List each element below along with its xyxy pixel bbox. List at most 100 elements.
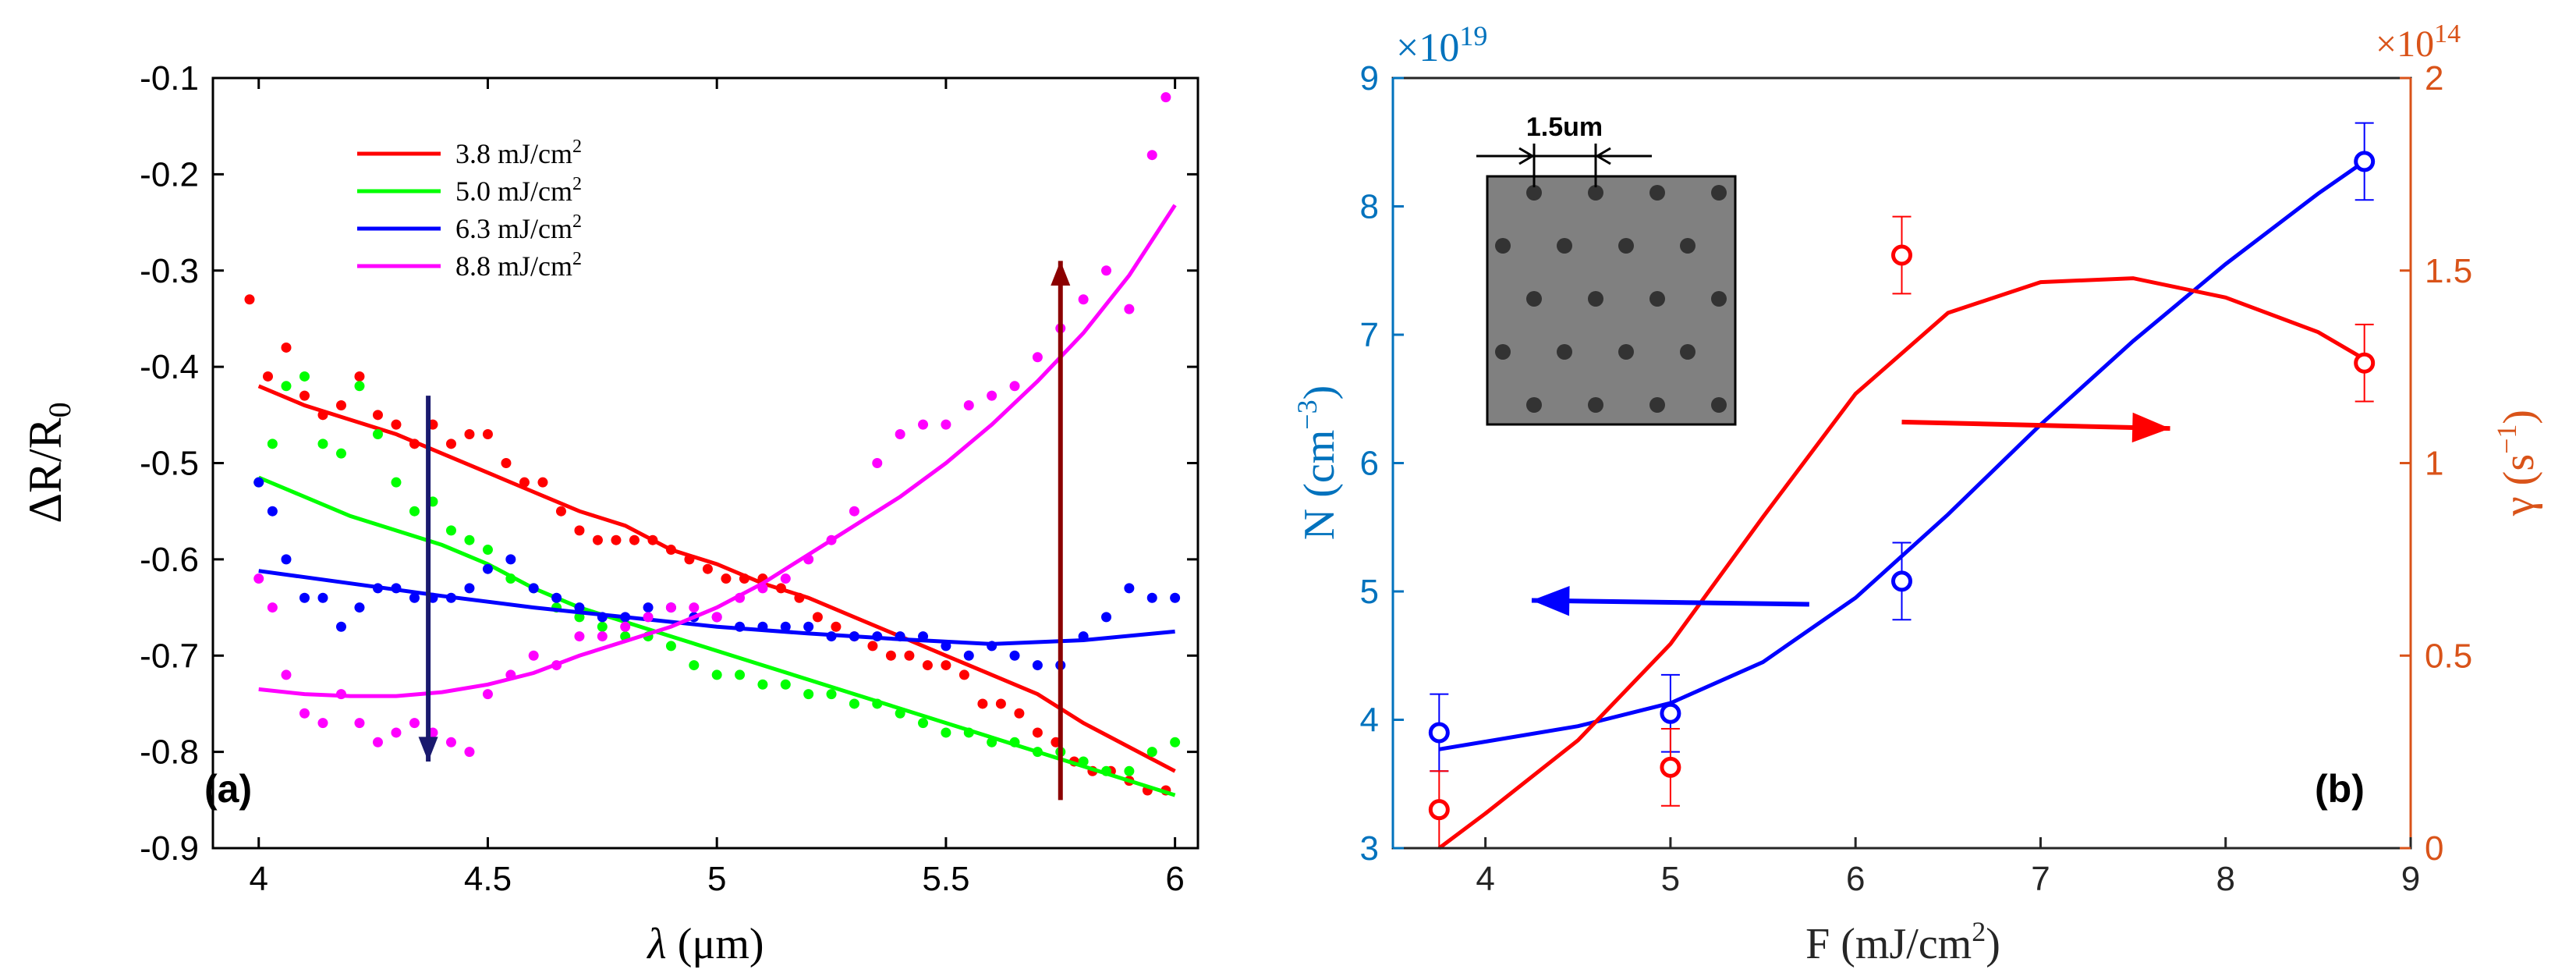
panel-a-series-0-point <box>372 410 383 421</box>
panel-a-series-1-point <box>757 679 768 690</box>
panel-a-series-3-point <box>1032 352 1043 363</box>
inset-square <box>1486 175 1737 426</box>
panel-b-left-y-tick-label: 8 <box>1360 188 1379 226</box>
panel-b-left-y-tick-label: 7 <box>1360 316 1379 354</box>
panel-a-chart: 4 4.5 5 5.5 6 -0.9 -0.8 -0.7 -0.6 -0.5 -0.4 -0.3 -0.… <box>19 59 1199 968</box>
panel-a-legend: 3.8 mJ/cm2 5.0 mJ/cm2 6.3 mJ/cm2 8.8 mJ/cm2 <box>357 137 582 282</box>
panel-a-series-3-point <box>391 727 402 738</box>
panel-a-series-1-point <box>689 660 700 671</box>
panel-a-series-2-point <box>963 650 974 661</box>
panel-a-series-2-point <box>354 602 365 613</box>
panel-a-series-2-point <box>253 477 264 488</box>
panel-a-series-3-point <box>987 390 997 401</box>
panel-a-series-3-point <box>597 631 608 642</box>
panel-b-data-point <box>2354 352 2376 374</box>
panel-b-arrows <box>1531 412 2170 616</box>
panel-a-series-0-point <box>482 428 493 439</box>
panel-a-series-3-point <box>317 718 328 729</box>
panel-a-series-1-point <box>372 428 383 439</box>
panel-a-series-3-point <box>372 737 383 747</box>
panel-a-series-1-point <box>1124 765 1135 776</box>
panel-a-series-3-point <box>780 573 791 584</box>
panel-a-series-3-point <box>354 718 365 729</box>
inset-hole <box>1526 185 1542 201</box>
panel-a-series-0-point <box>1032 727 1043 738</box>
panel-b-arrow-0-head <box>1531 586 1570 616</box>
panel-a-series-3-point <box>665 602 676 613</box>
panel-b-data-point <box>1891 570 1912 592</box>
inset-hole <box>1711 291 1727 307</box>
legend-label-2: 6.3 mJ/cm2 <box>455 211 582 244</box>
panel-a-series-1-point <box>299 371 310 382</box>
panel-a-series-0-point <box>904 650 915 661</box>
panel-a-x-tick-label: 4.5 <box>464 860 512 898</box>
inset-hole <box>1557 238 1572 254</box>
panel-a-series-3-point <box>1009 381 1020 392</box>
inset-hole-array <box>1495 185 1727 413</box>
panel-b-data-point <box>2354 151 2376 172</box>
panel-a-series-1-point <box>267 439 278 449</box>
panel-a-series-3-point <box>253 573 264 584</box>
panel-a-series-0-point <box>721 573 732 584</box>
inset-hole <box>1495 344 1511 360</box>
panel-a-series-0-point <box>335 399 346 410</box>
panel-a-series-3-point <box>267 602 278 613</box>
panel-a-series-3-point <box>1124 304 1135 314</box>
panel-a-series-0-point <box>867 641 878 652</box>
panel-a-arrows <box>418 261 1071 801</box>
panel-a-series-0-point <box>702 563 713 574</box>
panel-a-series-3-point <box>941 419 951 430</box>
panel-a-series-0-point <box>958 669 969 680</box>
panel-b-data-point <box>1428 722 1450 744</box>
panel-b-left-y-tick-label: 5 <box>1360 573 1379 611</box>
legend-label-1: 5.0 mJ/cm2 <box>455 174 582 207</box>
panel-b-x-axis-label: F (mJ/cm2) <box>1805 916 2000 968</box>
panel-a-series-0-point <box>391 419 402 430</box>
panel-a-series-3-point <box>574 631 585 642</box>
panel-a-series-3-point <box>482 689 493 700</box>
panel-a-series-2-point <box>1101 612 1112 623</box>
panel-a-series-2-point <box>409 592 420 603</box>
panel-a-series-3-point <box>1146 150 1157 161</box>
panel-a-y-tick-label: -0.7 <box>140 637 199 675</box>
panel-a-plot-frame <box>211 76 1199 850</box>
panel-a-x-tick-label: 5.5 <box>922 860 969 898</box>
panel-a-series-1-point <box>918 718 929 729</box>
panel-a-series-3-point <box>872 458 883 468</box>
panel-b-data-point <box>1660 756 1681 778</box>
panel-a-series-3-point <box>281 669 292 680</box>
panel-b-left-y-tick-label: 4 <box>1360 701 1379 740</box>
inset-hole <box>1618 238 1634 254</box>
panel-a-y-tick-label: -0.1 <box>140 59 199 98</box>
inset-hole <box>1588 185 1603 201</box>
panel-a-y-tick-label: -0.6 <box>140 541 199 579</box>
inset-hole <box>1711 185 1727 201</box>
panel-a-series-2-point <box>780 621 791 632</box>
panel-a-series-2-point <box>1009 650 1020 661</box>
panel-a-series-0-point <box>941 660 951 671</box>
panel-b-right-y-tick-label: 0 <box>2425 829 2443 868</box>
panel-a-series-0-point <box>555 506 566 517</box>
panel-a-series-0-point <box>501 458 512 468</box>
panel-b-x-tick-label: 7 <box>2031 860 2050 898</box>
panel-a-series-3-point <box>445 737 456 747</box>
panel-a-series-1-point <box>803 689 814 700</box>
panel-b-data-point <box>1428 799 1450 821</box>
panel-a-series-3-point <box>849 506 859 517</box>
panel-b-label: (b) <box>2315 767 2365 811</box>
panel-a-series-0-point <box>574 525 585 536</box>
panel-b-series-right-fit-line <box>1437 276 2365 850</box>
panel-a-series-0-point <box>629 534 640 545</box>
panel-a-series-0-point <box>299 390 310 401</box>
inset-hole <box>1649 291 1665 307</box>
panel-a-series-0-point <box>611 534 622 545</box>
panel-a-label: (a) <box>204 767 252 811</box>
panel-a-series-1-point <box>665 641 676 652</box>
panel-a-y-tick-label: -0.4 <box>140 348 199 386</box>
panel-a-series-2-point <box>267 506 278 517</box>
panel-b-inset: 1.5um <box>1476 112 1737 426</box>
panel-a-x-axis-label: λ (μm) <box>646 920 764 968</box>
panel-a-y-tick-label: -0.5 <box>140 445 199 483</box>
panel-a-series-2-point <box>464 583 475 594</box>
